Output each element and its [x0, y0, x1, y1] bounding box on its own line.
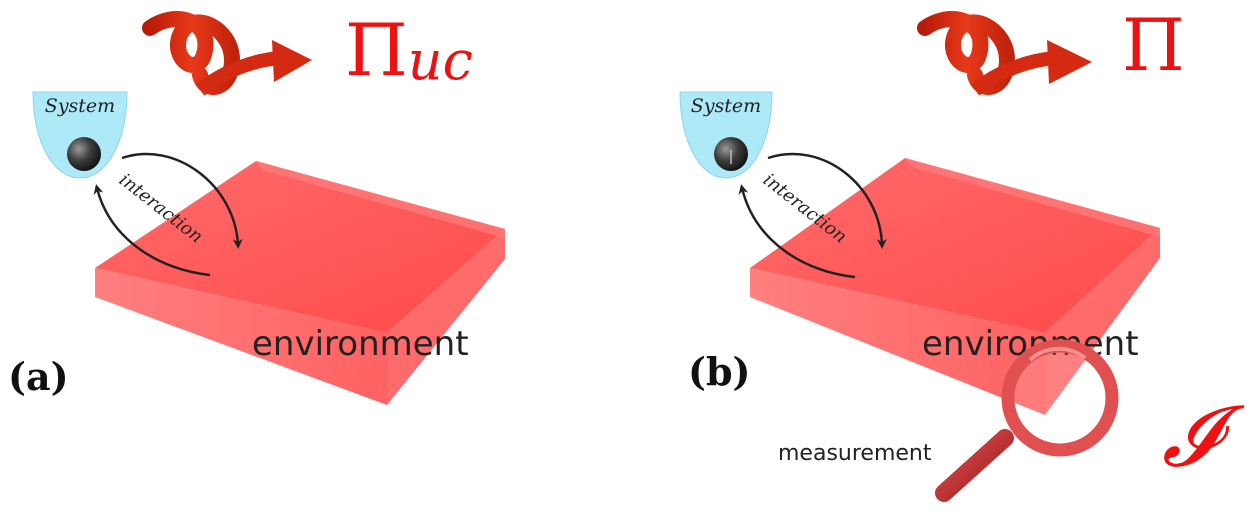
measurement-label: measurement [778, 441, 932, 466]
heat-ribbon-arrow-icon [142, 11, 312, 96]
particle-sphere-icon [67, 137, 101, 171]
environment-slab [95, 161, 505, 405]
magnifying-glass-icon [935, 339, 1119, 502]
panel-a: Πuc System interaction environment (a) [8, 8, 505, 405]
system-well: System [679, 91, 773, 179]
system-well: System [32, 91, 128, 179]
heat-ribbon-arrow-icon [917, 11, 1092, 96]
interaction-arrows [93, 152, 243, 277]
environment-label: environment [252, 324, 469, 364]
environment-slab [750, 158, 1160, 415]
heat-flux-symbol: Π [1122, 3, 1185, 87]
heat-flux-symbol: Πuc [345, 8, 473, 92]
system-label: System [45, 95, 115, 117]
panel-b: Π System interaction environment measure… [679, 3, 1245, 502]
interaction-arrows [738, 152, 887, 279]
information-symbol: 𝓘 [1162, 387, 1245, 485]
panel-label: (a) [8, 354, 69, 399]
system-label: System [691, 95, 761, 117]
panel-label: (b) [688, 349, 751, 394]
